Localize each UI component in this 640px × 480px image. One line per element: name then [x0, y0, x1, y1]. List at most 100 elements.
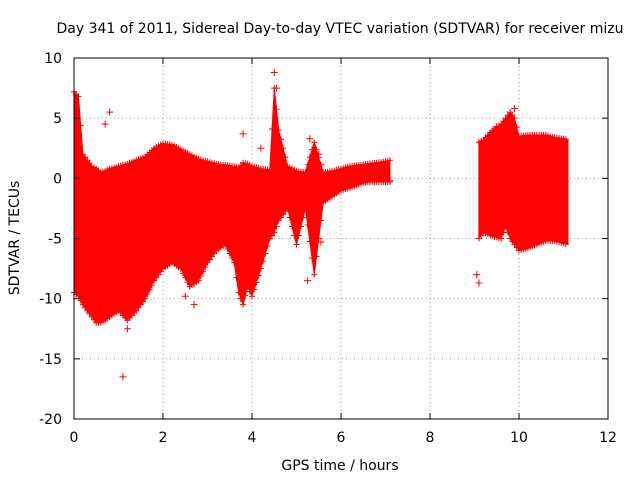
- outlier-point: [306, 135, 314, 143]
- edge-marker: [91, 316, 98, 323]
- edge-marker: [304, 221, 311, 228]
- x-tick-label: 6: [337, 430, 346, 446]
- edge-marker: [197, 273, 204, 280]
- x-tick-label: 2: [159, 430, 168, 446]
- edge-marker: [264, 243, 271, 250]
- outlier-point: [473, 271, 481, 279]
- edge-marker: [148, 282, 155, 289]
- edge-marker: [271, 229, 278, 236]
- edge-marker: [137, 301, 144, 308]
- data-series: [71, 68, 569, 381]
- y-axis-label: SDTVAR / TECUs: [7, 181, 23, 296]
- edge-marker: [200, 268, 207, 275]
- edge-marker: [226, 250, 233, 257]
- edge-marker: [195, 277, 202, 284]
- edge-marker: [317, 161, 324, 168]
- edge-marker: [498, 235, 505, 242]
- outlier-point: [123, 325, 131, 333]
- edge-marker: [180, 270, 187, 277]
- edge-marker: [235, 289, 242, 296]
- edge-marker: [75, 93, 82, 100]
- edge-marker: [509, 238, 516, 245]
- edge-marker: [284, 205, 291, 212]
- edge-marker: [500, 118, 507, 125]
- edge-marker: [275, 217, 282, 224]
- edge-marker: [513, 244, 520, 251]
- edge-marker: [182, 274, 189, 281]
- edge-marker: [240, 301, 247, 308]
- edge-marker: [293, 241, 300, 248]
- edge-marker: [222, 241, 229, 248]
- x-tick-label: 10: [510, 430, 528, 446]
- edge-marker: [77, 297, 84, 304]
- edge-marker: [269, 232, 276, 239]
- edge-marker: [300, 214, 307, 221]
- edge-marker: [280, 211, 287, 218]
- outlier-point: [239, 130, 247, 138]
- edge-marker: [502, 223, 509, 230]
- edge-marker: [275, 127, 282, 134]
- edge-marker: [151, 277, 158, 284]
- edge-marker: [133, 307, 140, 314]
- edge-marker: [286, 214, 293, 221]
- edge-marker: [266, 166, 273, 173]
- edge-marker: [277, 136, 284, 143]
- edge-marker: [246, 288, 253, 295]
- outlier-point: [317, 238, 325, 246]
- y-tick-label: -5: [48, 232, 62, 248]
- x-tick-label: 0: [70, 430, 79, 446]
- edge-marker: [317, 217, 324, 224]
- edge-marker: [79, 301, 86, 308]
- edge-marker: [228, 255, 235, 262]
- edge-marker: [86, 160, 93, 167]
- edge-marker: [139, 298, 146, 305]
- edge-marker: [311, 139, 318, 146]
- outlier-point: [304, 277, 312, 285]
- outlier-point: [386, 177, 394, 185]
- edge-marker: [224, 246, 231, 253]
- outlier-point: [190, 301, 198, 309]
- edge-marker: [208, 253, 215, 260]
- edge-marker: [153, 274, 160, 281]
- edge-marker: [478, 232, 485, 239]
- edge-marker: [282, 154, 289, 161]
- edge-marker: [311, 271, 318, 278]
- chart-title: Day 341 of 2011, Sidereal Day-to-day VTE…: [57, 21, 624, 37]
- edge-marker: [509, 112, 516, 119]
- edge-marker: [562, 240, 569, 247]
- outlier-point: [475, 279, 483, 287]
- edge-marker: [295, 232, 302, 239]
- y-tick-label: 0: [53, 171, 62, 187]
- edge-marker: [507, 109, 514, 116]
- edge-marker: [269, 125, 276, 132]
- edge-marker: [562, 136, 569, 143]
- edge-marker: [242, 292, 249, 299]
- edge-marker: [84, 157, 91, 164]
- edge-marker: [507, 235, 514, 242]
- edge-marker: [202, 264, 209, 271]
- edge-marker: [504, 229, 511, 236]
- edge-marker: [511, 115, 518, 122]
- edge-marker: [253, 279, 260, 286]
- edge-marker: [144, 291, 151, 298]
- edge-marker: [255, 272, 262, 279]
- outlier-point: [106, 108, 114, 116]
- outlier-point: [119, 373, 127, 381]
- data-band: [478, 111, 569, 252]
- edge-marker: [273, 223, 280, 230]
- edge-marker: [306, 154, 313, 161]
- edge-marker: [206, 256, 213, 263]
- edge-marker: [309, 255, 316, 262]
- edge-marker: [302, 169, 309, 176]
- edge-marker: [244, 283, 251, 290]
- edge-marker: [155, 271, 162, 278]
- edge-marker: [313, 146, 320, 153]
- outlier-point: [101, 120, 109, 128]
- edge-marker: [475, 235, 482, 242]
- edge-marker: [157, 268, 164, 275]
- edge-marker: [313, 253, 320, 260]
- edge-marker: [266, 235, 273, 242]
- edge-marker: [135, 304, 142, 311]
- y-tick-label: -20: [39, 412, 62, 428]
